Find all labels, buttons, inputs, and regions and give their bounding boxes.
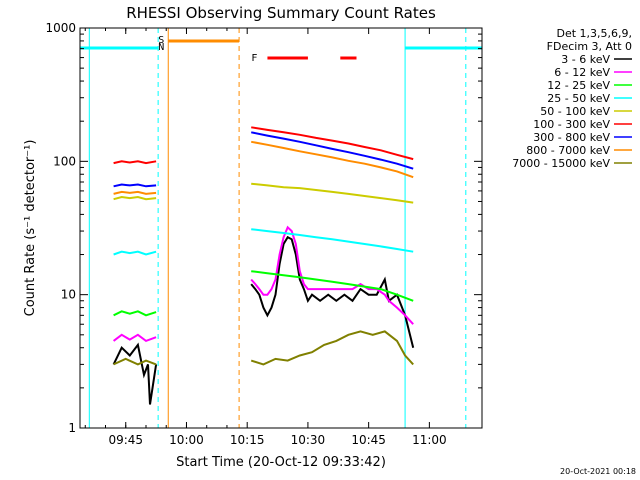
legend-label-6: 100 - 300 keV — [533, 118, 610, 131]
legend: Det 1,3,5,6,9, FDecim 3, Att 0 3 - 6 keV… — [512, 27, 632, 170]
legend-label-1: 3 - 6 keV — [561, 53, 610, 66]
series-line-6-segment-1 — [113, 160, 157, 165]
vertical-markers — [88, 28, 467, 428]
series-line-8-segment-2 — [251, 140, 414, 179]
y-tick-label-4: 1000 — [45, 21, 76, 35]
series-line-1-segment-1 — [112, 342, 158, 405]
x-tick-label-1: 09:45 — [108, 433, 143, 447]
series-line-3-segment-2 — [251, 270, 414, 302]
legend-header-line-2: FDecim 3, Att 0 — [547, 40, 632, 53]
series-line-7-segment-2 — [251, 131, 414, 170]
y-tick-label-1: 1 — [68, 421, 76, 435]
series-line-9-segment-2 — [250, 330, 414, 366]
saa-flag-label: S — [158, 35, 164, 46]
x-tick-label-6: 11:00 — [412, 433, 447, 447]
x-axis-label: Start Time (20-Oct-12 09:33:42) — [176, 455, 386, 470]
legend-label-2: 6 - 12 keV — [554, 66, 610, 79]
legend-header-line-1: Det 1,3,5,6,9, — [556, 27, 632, 40]
series-line-4-segment-1 — [113, 250, 157, 256]
series-line-7-segment-1 — [113, 183, 157, 188]
flag-bars: NS F — [80, 35, 482, 64]
y-tick-label-3: 100 — [53, 154, 76, 168]
legend-label-3: 12 - 25 keV — [547, 79, 610, 92]
y-axis-label: Count Rate (s⁻¹ detector⁻¹) — [23, 140, 38, 317]
axis-ticks: 09:45 10:00 10:15 10:30 10:45 11:00 1 10 100 1000 — [45, 21, 482, 447]
generation-timestamp: 20-Oct-2021 00:18 — [560, 467, 636, 476]
series-line-5-segment-2 — [251, 182, 414, 204]
night-flag-label: N — [158, 42, 164, 53]
series-line-5-segment-1 — [113, 195, 157, 201]
chart-title: RHESSI Observing Summary Count Rates — [126, 4, 436, 22]
legend-label-9: 7000 - 15000 keV — [512, 157, 610, 170]
series-line-6-segment-2 — [251, 126, 414, 161]
x-tick-label-4: 10:30 — [291, 433, 326, 447]
y-tick-label-2: 10 — [61, 288, 76, 302]
x-tick-label-2: 10:00 — [169, 433, 204, 447]
legend-label-7: 300 - 800 keV — [533, 131, 610, 144]
series-line-8-segment-1 — [113, 190, 157, 195]
series-line-3-segment-1 — [113, 310, 157, 317]
series-line-9-segment-1 — [113, 357, 157, 366]
series-line-4-segment-2 — [251, 228, 414, 253]
legend-label-5: 50 - 100 keV — [540, 105, 610, 118]
legend-label-4: 25 - 50 keV — [547, 92, 610, 105]
legend-label-8: 800 - 7000 keV — [526, 144, 610, 157]
x-tick-label-3: 10:15 — [230, 433, 265, 447]
flare-flag-label: F — [251, 53, 257, 64]
series-line-2-segment-1 — [112, 333, 157, 343]
series-lines — [112, 126, 415, 405]
x-tick-label-5: 10:45 — [351, 433, 386, 447]
plot-frame — [79, 27, 483, 429]
series-line-2-segment-2 — [250, 225, 414, 325]
